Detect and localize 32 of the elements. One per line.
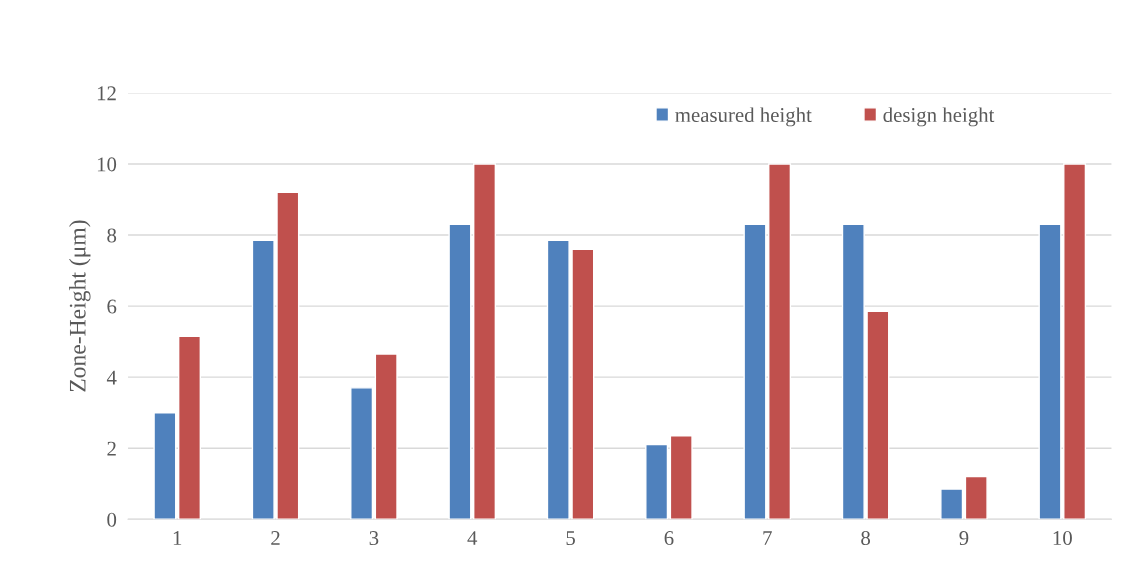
bar (473, 163, 497, 520)
legend-label: design height (883, 107, 995, 127)
bar (645, 443, 669, 520)
y-tick-label: 4 (106, 370, 117, 385)
y-tick-label: 8 (107, 228, 117, 243)
bar (669, 435, 693, 520)
x-tick-label: 3 (369, 531, 379, 546)
y-tick-label: 6 (107, 299, 117, 314)
x-tick-label: 4 (467, 531, 478, 545)
x-tick-label: 1 (173, 531, 182, 545)
x-tick-label: 7 (763, 531, 772, 545)
bar (448, 223, 472, 520)
y-tick-label: 12 (97, 86, 116, 101)
y-tick-label: 10 (97, 157, 117, 172)
bar (743, 223, 767, 520)
bar (153, 412, 177, 520)
y-axis-title: Zone-Height (μm) (69, 220, 91, 392)
bar (940, 488, 964, 520)
x-tick-label: 5 (566, 531, 575, 546)
bar (350, 387, 374, 520)
legend-label: measured height (675, 107, 812, 127)
x-tick-label: 10 (1053, 531, 1072, 546)
bar (374, 353, 398, 520)
bar (964, 475, 988, 520)
x-tick-label: 6 (664, 531, 674, 546)
x-tick-label: 9 (959, 531, 969, 546)
bar (177, 335, 202, 520)
x-tick-label: 8 (861, 531, 871, 546)
y-tick-label: 0 (107, 512, 117, 527)
bar (768, 163, 792, 520)
y-tick-label: 2 (107, 441, 116, 456)
x-tick-label: 2 (271, 531, 280, 545)
